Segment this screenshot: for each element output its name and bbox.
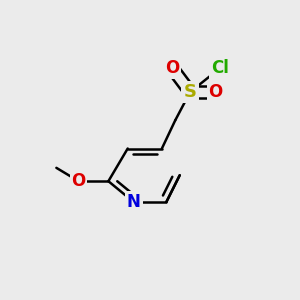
- Text: Cl: Cl: [211, 59, 229, 77]
- Text: O: O: [165, 59, 179, 77]
- Text: S: S: [184, 83, 196, 101]
- Text: O: O: [71, 172, 86, 190]
- Text: O: O: [208, 83, 223, 101]
- Text: N: N: [127, 193, 141, 211]
